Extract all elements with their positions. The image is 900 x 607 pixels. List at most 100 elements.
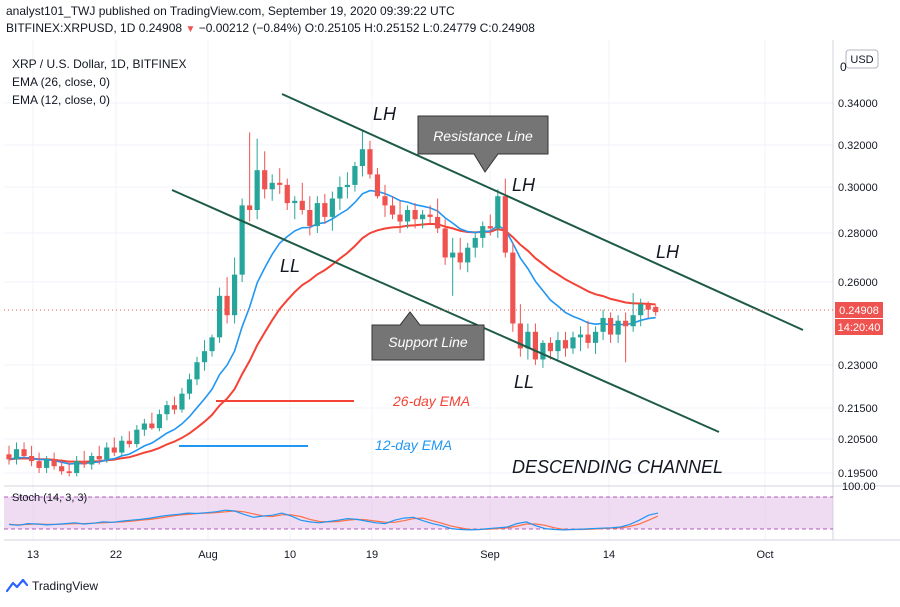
candle (442, 219, 448, 265)
candle (367, 140, 373, 179)
candle (104, 442, 110, 463)
candle-body (13, 449, 20, 460)
candle (232, 257, 238, 324)
channel-label: DESCENDING CHANNEL (512, 457, 723, 477)
time-axis[interactable]: 13 22 Aug 10 19 Sep 14 Oct (27, 549, 774, 561)
candle-body (397, 214, 403, 222)
ema26-label: 26-day EMA (392, 393, 470, 409)
candle-body (337, 187, 343, 199)
time-tick-label: 22 (110, 549, 122, 561)
candle-body (239, 205, 245, 275)
candle (209, 334, 215, 357)
candle (555, 331, 561, 360)
candle-body (592, 331, 599, 343)
last-price-tag-text: 0.24908 (839, 305, 879, 317)
main-pane[interactable] (4, 40, 833, 486)
candle-body (104, 447, 110, 460)
countdown-tag-text: 14:20:40 (838, 322, 881, 334)
candle (36, 452, 42, 473)
candle-body (284, 184, 290, 204)
candle (314, 196, 320, 233)
price-axis[interactable]: 0.34000 0.32000 0.30000 0.28000 0.26000 0.230… (838, 98, 878, 480)
candle-body (186, 379, 193, 394)
candle-body (420, 214, 426, 220)
candle (592, 326, 599, 354)
candle-body (352, 166, 358, 185)
candle-body (149, 423, 155, 429)
candle (435, 198, 441, 233)
candle-body (36, 461, 42, 468)
legend-ema12: EMA (12, close, 0) (12, 93, 110, 107)
candle (608, 312, 614, 343)
candle-body (344, 184, 350, 187)
candle-body (21, 449, 27, 456)
ll-label-2: LL (514, 372, 534, 392)
candle (307, 196, 313, 236)
last-price-tag: 0.24908 (835, 302, 883, 318)
candle-body (111, 447, 117, 453)
candle-body (412, 210, 418, 220)
candle-body (585, 334, 591, 343)
candle-body (119, 440, 125, 453)
candle-body (59, 466, 65, 472)
candle (134, 425, 140, 448)
candle-body (465, 247, 471, 263)
time-tick-label: Sep (480, 549, 500, 561)
candle-body (615, 320, 621, 335)
candle (487, 214, 493, 236)
candle (427, 205, 433, 224)
candle-body (81, 461, 87, 465)
candle-body (28, 456, 35, 462)
candle (74, 456, 80, 477)
candle-body (653, 306, 659, 313)
price-tick-label: 0.19500 (838, 468, 878, 480)
candle-body (262, 170, 268, 190)
candle-body (194, 362, 200, 380)
stoch-band (4, 497, 833, 529)
currency-button[interactable]: USD (845, 49, 879, 69)
candle-body (487, 226, 493, 229)
ema26-line (8, 222, 656, 463)
candle-body (450, 252, 456, 258)
candle (472, 233, 478, 258)
candle (397, 200, 403, 233)
symbol-ohlc-line: BITFINEX:XRPUSD, 1D 0.24908 ▼ −0.00212 (… (6, 21, 535, 35)
candle-body (307, 210, 313, 227)
price-tick-label: 0.32000 (838, 140, 878, 152)
candle (247, 132, 253, 222)
candle (149, 412, 155, 430)
candle (389, 196, 396, 220)
candle-body (532, 331, 538, 360)
candle-body (608, 317, 614, 335)
time-tick-label: Aug (198, 549, 218, 561)
candle (457, 237, 463, 270)
tradingview-logo-icon (6, 579, 28, 593)
publish-info: analyst101_TWJ published on TradingView.… (6, 4, 455, 18)
candle (480, 221, 486, 248)
candle (179, 387, 185, 413)
candle (562, 331, 569, 357)
candle (374, 168, 381, 199)
candle-body (495, 196, 501, 229)
candle-body (374, 174, 381, 197)
candle-body (299, 200, 305, 210)
candle-body (179, 393, 185, 410)
candle-body (600, 317, 606, 332)
candle (171, 396, 178, 415)
time-tick-label: 13 (27, 549, 39, 561)
candle (44, 456, 50, 473)
candle-body (247, 205, 253, 210)
candle (21, 442, 27, 460)
candle (382, 184, 388, 217)
candle (420, 210, 426, 229)
candle-body (254, 170, 260, 210)
candle (510, 242, 516, 332)
candle (194, 356, 200, 386)
candle (111, 437, 117, 456)
candle-body (329, 198, 335, 217)
candle (216, 287, 223, 343)
countdown-tag: 14:20:40 (835, 319, 883, 335)
candle-body (66, 471, 72, 473)
price-tick-label: 0.28000 (838, 228, 878, 240)
